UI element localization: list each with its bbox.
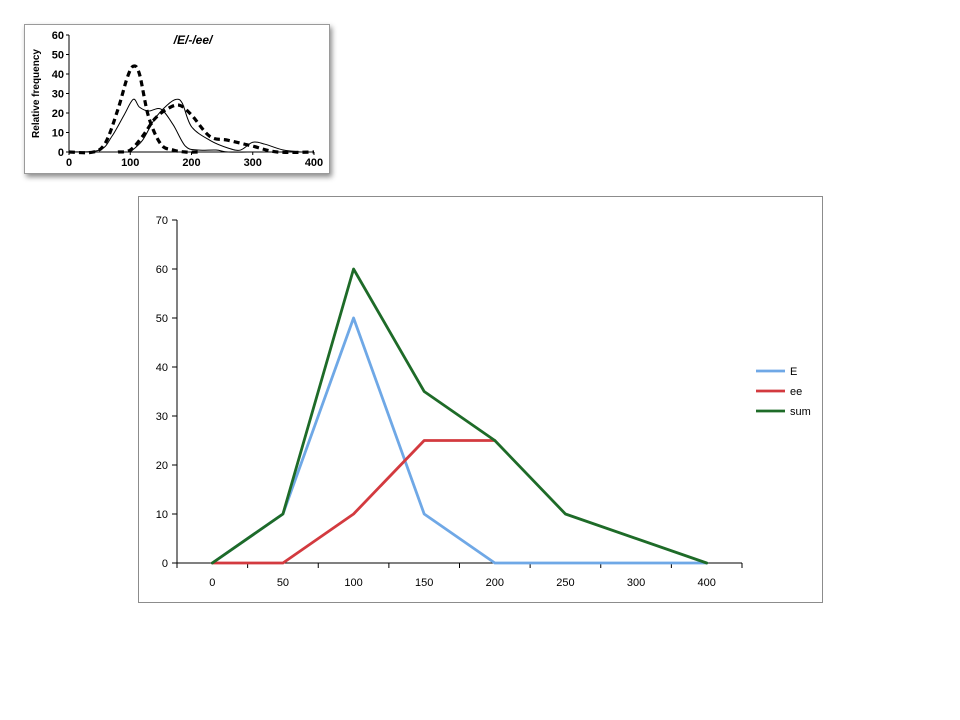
main-y-tick-label: 50 (156, 313, 168, 325)
inset-x-tick-label: 400 (305, 157, 323, 169)
inset-chart-title: /E/-/ee/ (173, 33, 214, 47)
main-y-tick-label: 10 (156, 509, 168, 521)
main-y-tick-label: 20 (156, 460, 168, 472)
legend-label-ee: ee (790, 386, 802, 398)
main-x-tick-label: 300 (627, 577, 645, 589)
inset-y-tick-label: 10 (52, 128, 64, 140)
inset-y-tick-label: 40 (52, 69, 64, 81)
main-series-line-sum (210, 267, 709, 565)
inset-y-tick-label: 0 (58, 147, 64, 159)
main-x-tick-label: 400 (698, 577, 716, 589)
main-x-tick-label: 250 (556, 577, 574, 589)
inset-chart-panel: 0 10 20 30 40 50 60 0 100 200 300 400/E/-/ee/Relati… (24, 24, 330, 174)
inset-x-tick-label: 300 (244, 157, 262, 169)
main-y-tick-label: 30 (156, 411, 168, 423)
main-series-line-E (210, 316, 709, 565)
inset-x-tick-label: 100 (121, 157, 139, 169)
inset-chart: 0 10 20 30 40 50 60 0 100 200 300 400/E/-/ee/Relati… (31, 30, 323, 169)
main-y-tick-label: 0 (162, 558, 168, 570)
inset-series-line-3 (68, 98, 253, 153)
inset-y-tick-label: 60 (52, 30, 64, 42)
main-x-tick-label: 200 (486, 577, 504, 589)
main-x-tick-label: 150 (415, 577, 433, 589)
main-x-tick-label: 0 (209, 577, 215, 589)
inset-y-tick-label: 20 (52, 108, 64, 120)
inset-series-line-4 (129, 98, 302, 153)
legend-label-sum: sum (790, 406, 811, 418)
legend-label-E: E (790, 366, 797, 378)
inset-y-tick-label: 50 (52, 50, 64, 62)
main-x-tick-label: 50 (277, 577, 289, 589)
inset-x-tick-label: 200 (182, 157, 200, 169)
main-series-line-ee (210, 439, 497, 565)
inset-y-tick-label: 30 (52, 89, 64, 101)
main-y-tick-label: 40 (156, 362, 168, 374)
main-chart: 0 10 20 30 40 50 60 70 0 50 100 150 200 250 300 400 Eee s… (156, 215, 811, 589)
inset-series-line-2 (117, 103, 315, 155)
inset-x-tick-label: 0 (66, 157, 72, 169)
main-y-tick-label: 70 (156, 215, 168, 227)
main-y-tick-label: 60 (156, 264, 168, 276)
inset-series-line-1 (68, 64, 198, 155)
inset-y-axis-label: Relative frequency (31, 49, 42, 138)
main-x-tick-label: 100 (344, 577, 362, 589)
